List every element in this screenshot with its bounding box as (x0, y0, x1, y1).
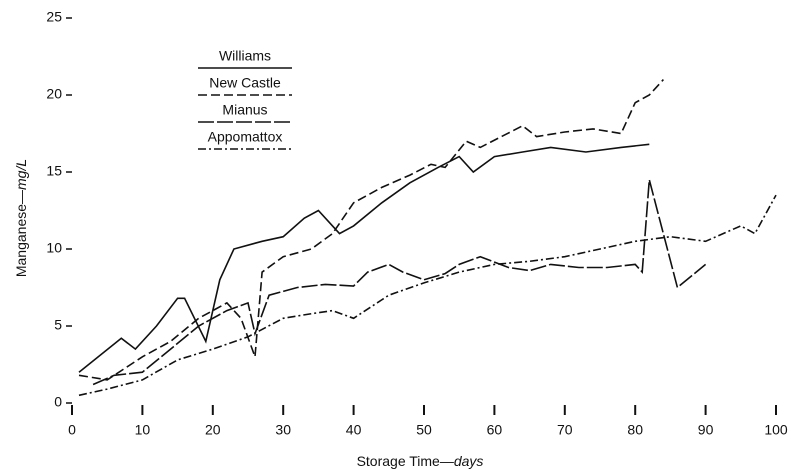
x-axis-label-unit: days (454, 453, 484, 469)
legend-label: Williams (219, 48, 271, 64)
series-line (78, 79, 664, 381)
y-tick-label: 0 (54, 394, 62, 410)
y-axis-label-unit: mg/L (13, 159, 29, 190)
legend-label: Appomattox (208, 129, 283, 145)
x-tick-label: 90 (698, 422, 714, 438)
legend-label: New Castle (209, 75, 281, 91)
x-tick-label: 10 (135, 422, 151, 438)
y-tick-label: 10 (46, 240, 62, 256)
y-axis-label-text: Manganese— (13, 190, 29, 277)
series-line (92, 179, 707, 386)
y-axis-label: Manganese—mg/L (13, 159, 29, 277)
x-axis-label-text: Storage Time— (357, 453, 454, 469)
x-tick-label: 30 (275, 422, 291, 438)
x-tick-label: 60 (487, 422, 503, 438)
legend-label: Mianus (222, 102, 267, 118)
x-tick-label: 70 (557, 422, 573, 438)
y-tick-label: 15 (46, 163, 62, 179)
x-tick-label: 100 (764, 422, 788, 438)
series-line (78, 143, 650, 373)
y-tick-label: 25 (46, 9, 62, 25)
y-tick-label: 5 (54, 317, 62, 333)
y-tick-label: 20 (46, 86, 62, 102)
x-tick-label: 0 (68, 422, 76, 438)
x-tick-label: 40 (346, 422, 362, 438)
x-tick-label: 20 (205, 422, 221, 438)
x-tick-label: 50 (416, 422, 432, 438)
x-axis-label: Storage Time—days (357, 453, 484, 469)
x-tick-label: 80 (627, 422, 643, 438)
series-line (78, 194, 777, 397)
